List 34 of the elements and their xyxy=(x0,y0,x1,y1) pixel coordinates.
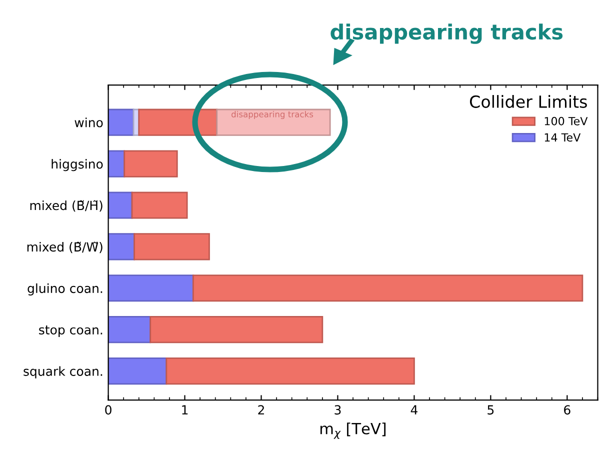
x-axis-title: m$_{χ}$ [TeV] xyxy=(320,422,386,439)
x-tick-label: 2 xyxy=(258,405,264,414)
x-tick-label: 0 xyxy=(105,405,112,415)
text: disappearing tracks xyxy=(330,24,563,44)
bar xyxy=(108,108,134,136)
bar xyxy=(131,192,188,219)
bar xyxy=(138,108,218,136)
bar xyxy=(150,316,324,344)
bar xyxy=(124,150,178,178)
bar xyxy=(108,192,133,219)
annotation: disappearing tracks xyxy=(232,110,314,120)
y-tick-label: stop coan. xyxy=(39,326,102,337)
legend-label: 14 TeV xyxy=(544,133,581,142)
legend-label: 100 TeV xyxy=(544,116,588,126)
x-tick-label: 1 xyxy=(182,405,188,414)
bar xyxy=(134,233,210,260)
x-tick-label: 3 xyxy=(334,405,341,415)
y-tick-label: wino xyxy=(74,118,103,128)
bar xyxy=(166,357,415,385)
bar xyxy=(216,108,331,136)
y-tick-label: mixed (B̃/H̃) xyxy=(30,200,102,212)
x-tick-label: 4 xyxy=(410,405,418,414)
y-tick-label: mixed (B̃/W̃) xyxy=(27,242,102,254)
bar xyxy=(108,316,152,344)
legend-title: Collider Limits xyxy=(470,95,587,108)
y-tick-label: gluino coan. xyxy=(28,283,102,296)
y-tick-label: squark coan. xyxy=(24,366,102,378)
y-tick-label: higgsino xyxy=(52,159,103,172)
bar xyxy=(108,233,135,260)
bar xyxy=(108,357,168,385)
bar xyxy=(108,274,194,302)
x-tick-label: 5 xyxy=(488,405,494,415)
bar xyxy=(192,274,584,302)
x-tick-label: 6 xyxy=(564,405,570,415)
